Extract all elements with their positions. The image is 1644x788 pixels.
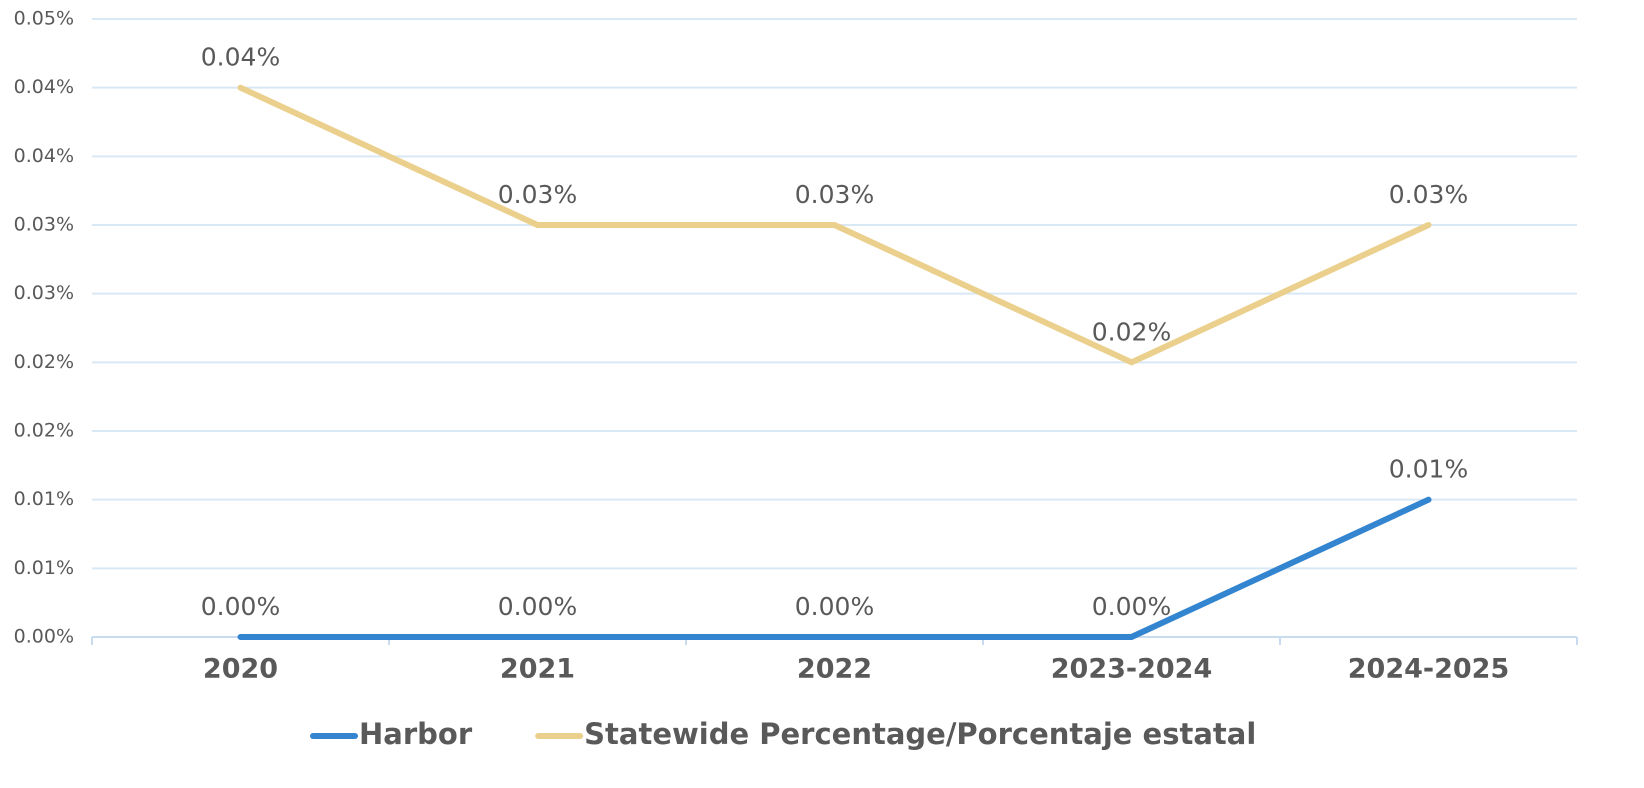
- series-line: [237, 84, 1432, 366]
- y-tick-label: 0.02%: [14, 351, 74, 373]
- data-label: 0.00%: [498, 592, 577, 621]
- data-label: 0.00%: [1092, 592, 1171, 621]
- data-label: 0.00%: [795, 592, 874, 621]
- data-label: 0.01%: [1389, 455, 1468, 484]
- x-tick-label: 2023-2024: [1051, 654, 1213, 685]
- x-tick-label: 2022: [797, 654, 872, 685]
- legend-label: Statewide Percentage/Porcentaje estatal: [584, 717, 1256, 751]
- x-tick-label: 2020: [203, 654, 278, 685]
- x-tick-label: 2024-2025: [1348, 654, 1510, 685]
- series-line: [237, 496, 1432, 640]
- data-label: 0.03%: [1389, 180, 1468, 209]
- y-tick-label: 0.04%: [14, 76, 74, 98]
- data-label: 0.03%: [498, 180, 577, 209]
- y-tick-label: 0.05%: [14, 8, 74, 30]
- data-label: 0.02%: [1092, 317, 1171, 346]
- y-tick-label: 0.01%: [14, 488, 74, 510]
- data-label: 0.03%: [795, 180, 874, 209]
- x-tick-label: 2021: [500, 654, 575, 685]
- legend-label: Harbor: [359, 717, 473, 751]
- y-tick-label: 0.01%: [14, 557, 74, 579]
- y-tick-label: 0.02%: [14, 420, 74, 442]
- y-tick-label: 0.04%: [14, 145, 74, 167]
- y-tick-label: 0.03%: [14, 282, 74, 304]
- y-tick-label: 0.00%: [14, 626, 74, 648]
- y-tick-label: 0.03%: [14, 214, 74, 236]
- data-label: 0.00%: [201, 592, 280, 621]
- data-label: 0.04%: [201, 43, 280, 72]
